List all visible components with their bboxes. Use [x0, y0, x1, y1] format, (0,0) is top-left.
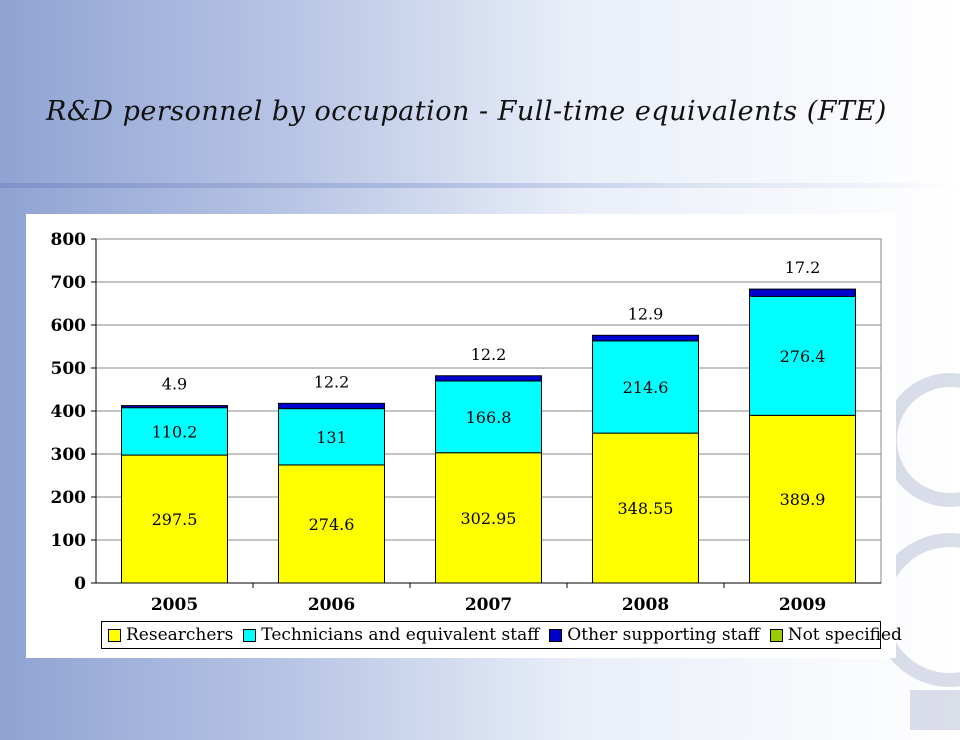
data-label-researchers: 302.95 — [461, 509, 517, 528]
legend-label-not-specified: Not specified — [787, 625, 902, 645]
legend-label-other-support: Other supporting staff — [567, 625, 760, 645]
legend-swatch-other-support — [549, 628, 563, 642]
legend-item-other-support: Other supporting staff — [549, 625, 760, 645]
data-label-other-supporting-staff: 17.2 — [785, 258, 821, 277]
legend-item-technicians: Technicians and equivalent staff — [243, 625, 539, 645]
bar-technicians-and-equivalent-staff — [278, 408, 385, 466]
bar-researchers — [278, 464, 385, 584]
data-label-researchers: 274.6 — [309, 515, 355, 534]
legend-item-not-specified: Not specified — [769, 625, 902, 645]
x-category-label: 2006 — [308, 595, 355, 615]
bar-researchers — [592, 432, 699, 584]
bar-other-supporting-staff — [749, 288, 856, 297]
y-tick-label: 0 — [74, 574, 86, 594]
legend-swatch-researchers — [108, 628, 121, 642]
y-tick-label: 600 — [51, 316, 87, 336]
data-label-other-supporting-staff: 12.9 — [628, 304, 664, 323]
x-category-label: 2007 — [465, 595, 512, 615]
bar-other-supporting-staff — [592, 334, 699, 342]
bar-technicians-and-equivalent-staff — [121, 407, 228, 456]
chart-area: 0 100 200 300 400 500 600 700 800 297.5 110.2 4.9 20… — [26, 214, 896, 658]
y-tick-label: 300 — [51, 445, 87, 465]
legend-swatch-not-specified — [769, 628, 783, 642]
slide-title: R&D personnel by occupation - Full-time … — [46, 96, 887, 127]
bar-researchers — [749, 414, 856, 584]
bar-technicians-and-equivalent-staff — [435, 380, 542, 454]
chart-legend: Researchers Technicians and equivalent s… — [101, 621, 902, 649]
data-label-technicians-and-equivalent-staff: 214.6 — [623, 378, 669, 397]
data-label-other-supporting-staff: 12.2 — [314, 372, 350, 391]
data-label-technicians-and-equivalent-staff: 131 — [316, 428, 347, 447]
bar-other-supporting-staff — [435, 375, 542, 382]
y-tick-label: 500 — [51, 359, 87, 379]
data-label-other-supporting-staff: 4.9 — [162, 375, 187, 394]
x-category-label: 2005 — [151, 595, 198, 615]
legend-swatch-technicians — [243, 628, 257, 642]
bar-researchers — [435, 452, 542, 584]
y-tick-label: 800 — [51, 230, 87, 250]
title-divider — [0, 183, 960, 188]
data-label-technicians-and-equivalent-staff: 276.4 — [780, 347, 826, 366]
data-label-researchers: 348.55 — [618, 499, 674, 518]
legend-label-researchers: Researchers — [126, 625, 234, 645]
y-tick-label: 400 — [51, 402, 87, 422]
bar-other-supporting-staff — [121, 405, 228, 409]
bar-researchers — [121, 454, 228, 584]
data-label-technicians-and-equivalent-staff: 166.8 — [466, 408, 512, 427]
x-category-label: 2008 — [622, 595, 669, 615]
data-label-other-supporting-staff: 12.2 — [471, 345, 507, 364]
x-category-label: 2009 — [779, 595, 826, 615]
bar-other-supporting-staff — [278, 402, 385, 410]
y-tick-label: 700 — [51, 273, 87, 293]
legend-item-researchers: Researchers — [108, 625, 233, 645]
y-tick-label: 100 — [51, 531, 87, 551]
data-label-technicians-and-equivalent-staff: 110.2 — [152, 422, 198, 441]
legend-label-technicians: Technicians and equivalent staff — [261, 625, 540, 645]
data-label-researchers: 389.9 — [780, 490, 826, 509]
y-tick-label: 200 — [51, 488, 87, 508]
stacked-bar-chart: 0 100 200 300 400 500 600 700 800 297.5 110.2 4.9 20… — [51, 230, 882, 615]
bar-technicians-and-equivalent-staff — [749, 295, 856, 416]
data-label-researchers: 297.5 — [152, 510, 198, 529]
bar-technicians-and-equivalent-staff — [592, 340, 699, 434]
